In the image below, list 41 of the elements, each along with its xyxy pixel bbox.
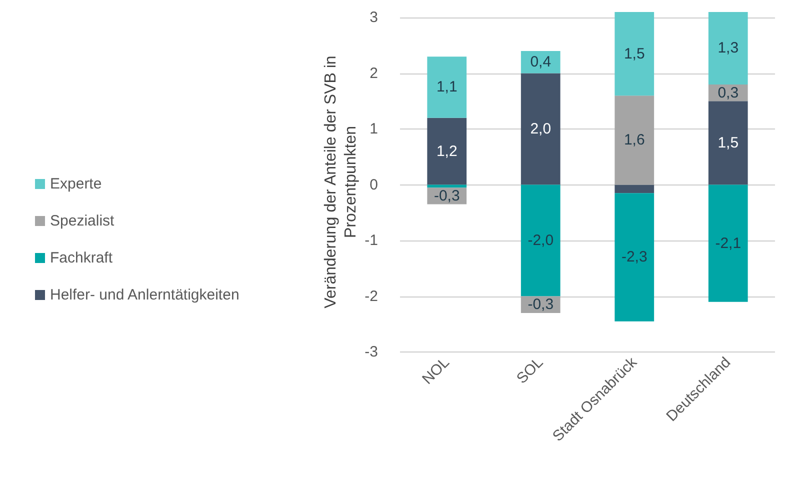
x-tick-label: NOL [419, 354, 453, 388]
y-tick-label: 0 [370, 176, 378, 194]
legend-label: Helfer- und Anlerntätigkeiten [50, 286, 240, 304]
data-label: 1,6 [624, 132, 645, 149]
data-label: -2,0 [528, 232, 554, 250]
bar [520, 184, 560, 296]
bar [614, 96, 654, 185]
y-axis-title: Veränderung der Anteile der SVB in Prozentpunkten [322, 56, 360, 308]
bar [708, 184, 748, 302]
bar [614, 184, 654, 194]
data-label: 1,3 [718, 40, 739, 57]
bar [708, 101, 748, 185]
y-tick-label: -3 [364, 344, 378, 360]
y-tick-label: 1 [370, 120, 378, 138]
data-label: -2,1 [715, 234, 742, 252]
bar [427, 118, 467, 185]
data-label: 1,1 [436, 78, 458, 96]
data-label: -0,3 [528, 296, 554, 314]
bar [427, 184, 467, 188]
data-label: 1,5 [624, 45, 645, 62]
legend-label: Experte [50, 176, 102, 192]
y-tick-label: -1 [364, 232, 378, 250]
legend-label: Spezialist [50, 212, 116, 230]
bar [520, 51, 560, 74]
data-label: 2,0 [530, 120, 552, 138]
bar [708, 12, 748, 84]
x-tick-label: SOL [513, 354, 547, 388]
bar [614, 193, 654, 322]
bar [520, 73, 560, 185]
data-label: 0,4 [530, 54, 552, 71]
y-tick-label: 3 [370, 9, 378, 26]
data-label: 1,5 [718, 134, 739, 152]
data-label: 1,2 [436, 142, 458, 160]
y-tick-label: -2 [364, 288, 378, 305]
data-label: -2,3 [621, 248, 648, 266]
data-label: -0,3 [434, 187, 460, 204]
bar [427, 56, 467, 118]
bar [614, 12, 654, 96]
y-tick-label: 2 [370, 64, 378, 82]
data-label: 0,3 [718, 84, 739, 102]
legend-label: Fachkraft [50, 250, 114, 266]
